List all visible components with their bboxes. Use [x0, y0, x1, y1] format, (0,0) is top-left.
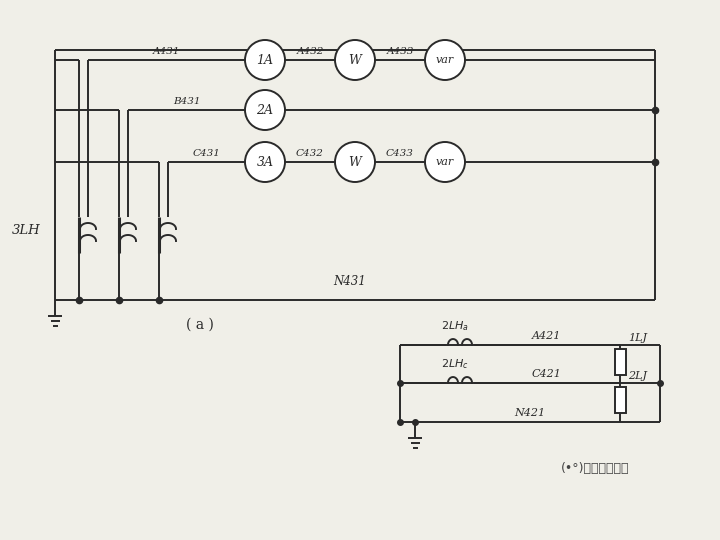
Circle shape	[425, 142, 465, 182]
Text: $2LH_c$: $2LH_c$	[441, 357, 469, 371]
Text: A433: A433	[387, 47, 414, 56]
Text: 1A: 1A	[256, 53, 274, 66]
Circle shape	[245, 40, 285, 80]
Text: C431: C431	[192, 149, 220, 158]
Text: var: var	[436, 55, 454, 65]
Circle shape	[245, 90, 285, 130]
Circle shape	[245, 142, 285, 182]
Text: var: var	[436, 157, 454, 167]
Text: C432: C432	[296, 149, 324, 158]
Text: N431: N431	[333, 275, 366, 288]
Text: $2LH_a$: $2LH_a$	[441, 319, 469, 333]
Text: N421: N421	[514, 408, 546, 418]
Text: ( a ): ( a )	[186, 318, 214, 332]
Text: A432: A432	[297, 47, 324, 56]
Bar	[614, 387, 626, 413]
Text: (•°)电力知识课堂: (•°)电力知识课堂	[561, 462, 629, 475]
Bar	[614, 349, 626, 375]
Text: W: W	[348, 53, 361, 66]
Text: 3A: 3A	[256, 156, 274, 168]
Text: W: W	[348, 156, 361, 168]
Text: 3LH: 3LH	[12, 224, 40, 237]
Text: B431: B431	[173, 97, 200, 106]
Text: 1LJ: 1LJ	[628, 333, 647, 343]
Text: 2LJ: 2LJ	[628, 371, 647, 381]
Circle shape	[335, 40, 375, 80]
Circle shape	[335, 142, 375, 182]
Text: C421: C421	[532, 369, 562, 379]
Text: 2A: 2A	[256, 104, 274, 117]
Text: A431: A431	[153, 47, 180, 56]
Circle shape	[425, 40, 465, 80]
Text: C433: C433	[386, 149, 414, 158]
Text: A421: A421	[532, 331, 562, 341]
